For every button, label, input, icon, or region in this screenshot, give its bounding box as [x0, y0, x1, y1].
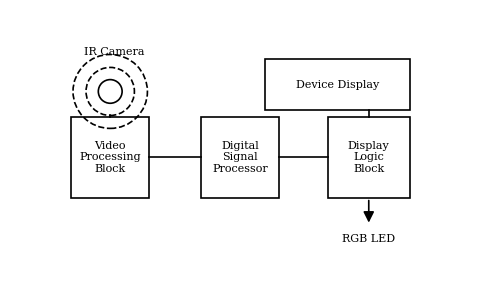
Text: Video
Processing
Block: Video Processing Block — [79, 141, 141, 174]
Text: Digital
Signal
Processor: Digital Signal Processor — [213, 141, 268, 174]
Bar — [328, 117, 409, 198]
Text: IR Camera: IR Camera — [84, 47, 144, 57]
Text: Device Display: Device Display — [296, 80, 379, 89]
Bar — [202, 117, 279, 198]
Text: RGB LED: RGB LED — [342, 234, 396, 244]
Bar — [264, 59, 410, 110]
Text: Display
Logic
Block: Display Logic Block — [348, 141, 390, 174]
Bar — [71, 117, 149, 198]
